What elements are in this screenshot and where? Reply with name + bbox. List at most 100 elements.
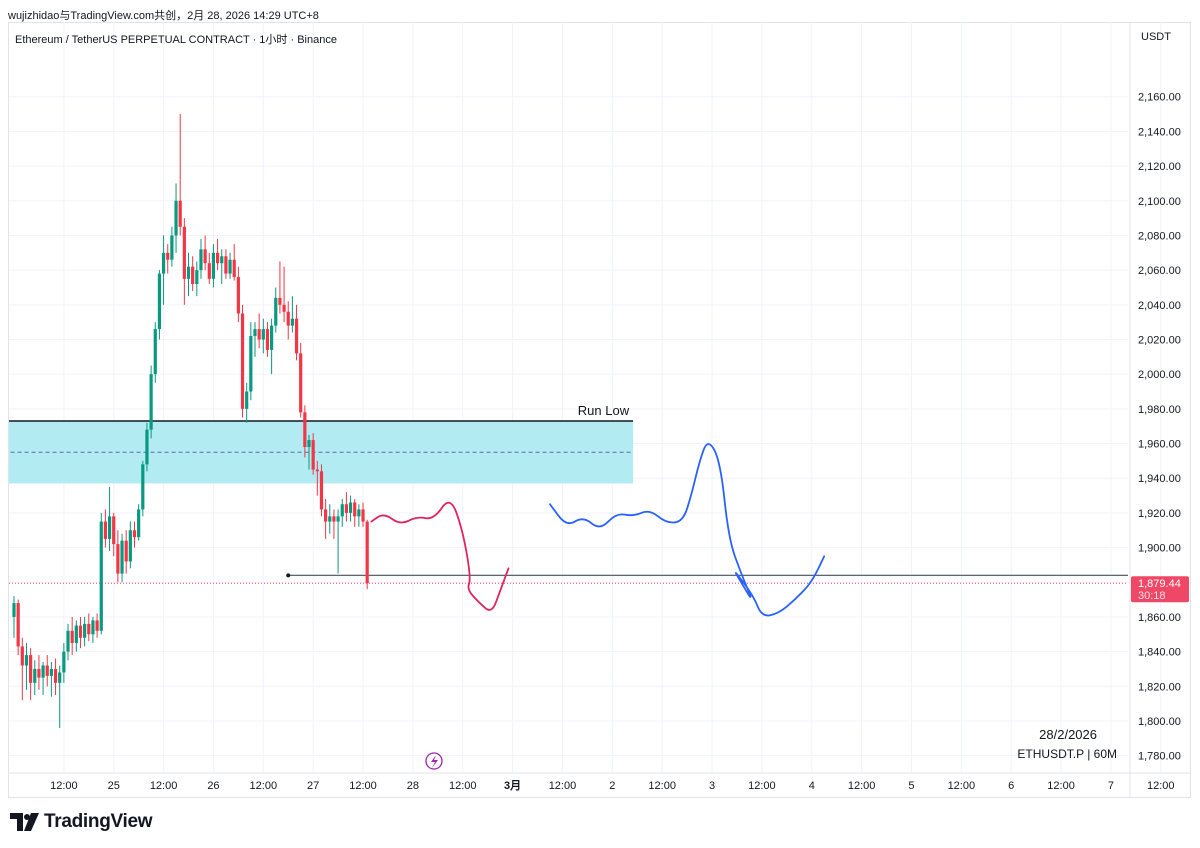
candle bbox=[83, 616, 87, 647]
candle-body bbox=[253, 329, 257, 337]
projection-path-red bbox=[370, 501, 510, 611]
candle-body bbox=[361, 509, 365, 522]
brand-name: TradingView bbox=[44, 811, 153, 832]
symbol-title[interactable]: Ethereum / TetherUS PERPETUAL CONTRACT ·… bbox=[15, 34, 337, 46]
candle-body bbox=[228, 259, 232, 274]
candle-body bbox=[145, 429, 149, 465]
candle-body bbox=[211, 252, 216, 279]
snapshot-date: 28/2/2026 bbox=[1039, 727, 1097, 742]
candle bbox=[195, 261, 199, 297]
candle-body bbox=[336, 516, 340, 522]
candle-body bbox=[270, 325, 274, 350]
candle bbox=[62, 642, 66, 683]
candle bbox=[278, 261, 282, 314]
candle-body bbox=[340, 504, 344, 517]
candle-body bbox=[33, 668, 37, 683]
event-flash-icon[interactable] bbox=[425, 752, 443, 770]
symbol-tag: ETHUSDT.P | 60M bbox=[1017, 747, 1117, 761]
candle bbox=[315, 460, 319, 496]
candle bbox=[340, 499, 344, 527]
tradingview-logo-icon bbox=[10, 813, 39, 831]
candle-body bbox=[236, 277, 240, 314]
candle bbox=[365, 519, 369, 590]
candle-body bbox=[74, 625, 78, 643]
candle bbox=[174, 183, 178, 253]
candle-body bbox=[178, 200, 182, 227]
candle bbox=[207, 252, 211, 285]
candle bbox=[311, 433, 315, 475]
candle bbox=[137, 504, 141, 541]
candle-body bbox=[265, 329, 270, 350]
candle-body bbox=[53, 668, 58, 683]
candle-body bbox=[62, 651, 66, 673]
candle bbox=[99, 512, 103, 635]
candle bbox=[282, 266, 286, 323]
candle bbox=[240, 304, 245, 418]
candle-body bbox=[78, 625, 83, 638]
candle bbox=[145, 422, 149, 472]
y-tick-label: 1,920.00 bbox=[1138, 508, 1181, 520]
candle bbox=[161, 235, 166, 305]
candle-body bbox=[353, 502, 357, 517]
x-tick-label: 12:00 bbox=[150, 780, 178, 792]
candle bbox=[70, 616, 74, 656]
candle-body bbox=[245, 391, 249, 409]
quote-currency[interactable]: USDT bbox=[1141, 31, 1171, 43]
candle-body bbox=[311, 440, 315, 470]
candle bbox=[332, 509, 336, 539]
candle-body bbox=[282, 304, 286, 312]
candle-body bbox=[24, 655, 29, 666]
y-tick-label: 1,780.00 bbox=[1138, 751, 1181, 763]
candle bbox=[299, 342, 303, 418]
candle bbox=[49, 662, 53, 697]
candle bbox=[324, 499, 328, 539]
candle-body bbox=[58, 672, 62, 683]
candle-body bbox=[112, 516, 116, 545]
candle bbox=[319, 464, 324, 517]
x-tick-label: 12:00 bbox=[250, 780, 278, 792]
candle-body bbox=[203, 249, 207, 264]
candle-body bbox=[240, 313, 245, 409]
candle-body bbox=[132, 530, 137, 538]
candle-body bbox=[278, 297, 282, 305]
candle-body bbox=[365, 521, 369, 584]
candle bbox=[33, 660, 37, 695]
candle-body bbox=[261, 329, 265, 340]
candle-body bbox=[153, 329, 157, 375]
candle bbox=[29, 648, 33, 701]
candle bbox=[132, 521, 137, 548]
share-header: wujizhidao与TradingView.com共创，2月 28, 2026… bbox=[8, 10, 319, 22]
candle bbox=[20, 637, 24, 701]
candle bbox=[12, 596, 16, 638]
candle-body bbox=[128, 530, 132, 562]
candle bbox=[141, 460, 145, 517]
candle bbox=[170, 226, 174, 267]
candle bbox=[348, 495, 353, 522]
x-tick-label: 12:00 bbox=[948, 780, 976, 792]
candle-body bbox=[182, 226, 186, 279]
candle bbox=[191, 256, 195, 291]
candle-body bbox=[328, 516, 332, 522]
candle bbox=[16, 599, 20, 656]
candle-body bbox=[290, 318, 294, 326]
candle-body bbox=[186, 266, 191, 279]
candle-body bbox=[307, 440, 311, 448]
y-tick-label: 1,840.00 bbox=[1138, 647, 1181, 659]
flash-glyph bbox=[431, 755, 438, 768]
candle bbox=[286, 301, 290, 340]
x-tick-label: 12:00 bbox=[549, 780, 577, 792]
x-tick-label: 6 bbox=[1008, 780, 1014, 792]
candle-body bbox=[174, 200, 178, 236]
y-tick-label: 2,140.00 bbox=[1138, 126, 1181, 138]
tradingview-logo[interactable]: TradingView bbox=[10, 811, 153, 833]
chart-frame bbox=[8, 22, 1191, 798]
x-tick-label: 12:00 bbox=[848, 780, 876, 792]
candle bbox=[249, 322, 253, 401]
candle bbox=[37, 655, 41, 690]
candle-body bbox=[137, 509, 141, 538]
run-low-label: Run Low bbox=[578, 403, 630, 418]
candle bbox=[124, 530, 128, 574]
candle-body bbox=[45, 665, 49, 676]
x-tick-label: 2 bbox=[609, 780, 615, 792]
